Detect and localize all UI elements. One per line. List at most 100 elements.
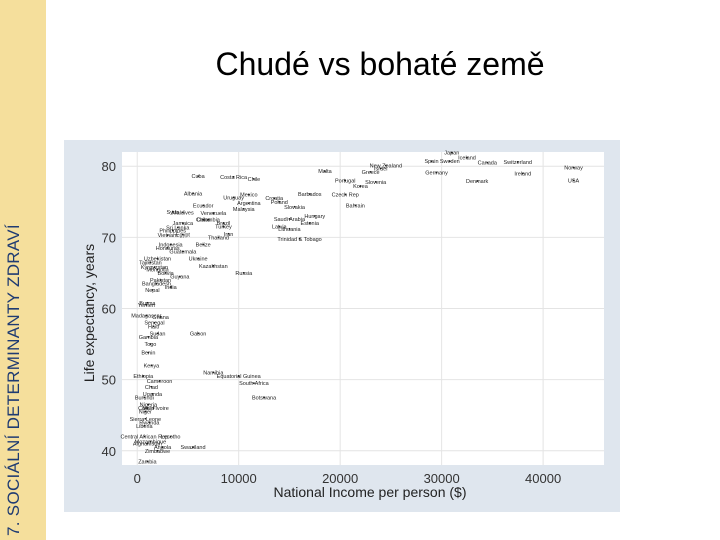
point-label: Haiti: [148, 324, 159, 330]
point-label: Ukraine: [189, 257, 208, 263]
point-marker: [149, 261, 152, 264]
point-marker: [156, 268, 159, 271]
point-label: Norway: [564, 166, 583, 172]
point-label: Ecuador: [193, 203, 214, 209]
point-label: Equatorial Guinea: [217, 374, 262, 380]
data-point: Yemen: [138, 303, 155, 309]
point-marker: [153, 266, 156, 269]
data-point: Haiti: [148, 324, 159, 330]
data-point: Ireland: [514, 171, 531, 177]
point-label: Estonia: [301, 221, 320, 227]
point-marker: [369, 171, 372, 173]
data-point: Mongolia: [146, 267, 169, 273]
point-label: Denmark: [466, 179, 489, 185]
point-label: Mozambique: [135, 440, 167, 446]
point-label: Afghanistan: [133, 442, 162, 448]
point-marker: [144, 410, 147, 413]
point-label: Argentina: [237, 201, 261, 207]
data-point: Belize: [196, 242, 211, 248]
y-tick-label: 80: [102, 159, 116, 174]
point-marker: [222, 222, 225, 225]
point-marker: [169, 435, 172, 438]
point-marker: [359, 185, 362, 188]
point-label: Mali: [142, 406, 152, 412]
point-label: Chad: [145, 385, 158, 391]
point-label: Burma: [139, 301, 156, 307]
point-label: Liberia: [136, 424, 153, 430]
scatter-chart: 40 50 60 70 80 0 10000 20000 30000 40000 JapanIc…: [81, 151, 604, 500]
point-marker: [156, 332, 159, 335]
data-point: Gabon: [190, 331, 207, 337]
point-label: Croatia: [265, 196, 284, 202]
sidebar-band: [0, 0, 46, 540]
data-point: Ethiopia: [133, 374, 154, 380]
point-marker: [379, 167, 382, 170]
data-point: Iceland: [458, 156, 476, 162]
point-marker: [144, 417, 147, 420]
data-point: Liberia: [136, 424, 153, 430]
data-point: Ghana: [152, 315, 169, 321]
point-label: Gabon: [190, 331, 207, 337]
data-point: Cuba: [192, 174, 206, 180]
point-label: Sweden: [440, 159, 460, 165]
point-marker: [197, 175, 200, 178]
point-marker: [155, 282, 158, 285]
slide-title: Chudé vs bohaté země: [215, 46, 545, 82]
point-label: Israel: [374, 166, 387, 172]
point-label: New Zealand: [370, 164, 402, 170]
point-marker: [521, 172, 524, 175]
data-point: Sweden: [440, 159, 460, 165]
point-marker: [146, 407, 149, 409]
point-marker: [242, 208, 245, 210]
point-marker: [171, 229, 174, 232]
data-point: Ukraine: [189, 257, 208, 263]
data-point: USA: [568, 178, 580, 184]
point-label: Thailand: [208, 235, 229, 241]
point-marker: [207, 218, 210, 221]
point-label: USA: [568, 178, 580, 184]
point-label: Botswana: [252, 395, 277, 401]
data-point: Egypt: [176, 233, 191, 239]
point-marker: [273, 197, 276, 200]
data-point: Cote d'Ivoire: [138, 406, 169, 412]
data-point: Bolivia: [158, 271, 175, 277]
point-label: Turkey: [215, 225, 232, 231]
data-point: South Africa: [239, 381, 270, 387]
point-label: Philippines: [159, 228, 186, 234]
data-point: Russia: [235, 271, 253, 277]
point-label: Vietnam: [158, 233, 178, 239]
data-point: Sudan: [150, 331, 166, 337]
point-marker: [169, 286, 172, 289]
point-marker: [145, 304, 148, 306]
point-label: Trinidad & Tobago: [277, 237, 321, 243]
point-label: Canada: [478, 161, 498, 167]
data-point: Norway: [564, 166, 583, 172]
point-label: Namibia: [203, 371, 224, 377]
point-marker: [572, 166, 575, 169]
point-marker: [197, 257, 200, 260]
data-point: New Zealand: [370, 164, 402, 170]
data-point: Venezuela: [200, 211, 227, 217]
point-marker: [253, 178, 255, 180]
point-label: Kenya: [144, 363, 161, 369]
point-label: Japan: [444, 151, 459, 157]
point-label: Spain: [424, 159, 438, 165]
point-marker: [298, 237, 301, 240]
data-point: Uzbekistan: [144, 257, 171, 263]
point-marker: [202, 204, 205, 207]
x-tick-label: 0: [134, 471, 141, 486]
point-label: Belize: [196, 242, 211, 248]
point-label: South Africa: [239, 381, 270, 387]
point-label: Syria: [166, 210, 179, 216]
point-label: Guyana: [170, 274, 190, 280]
data-point: Zambia: [138, 459, 157, 465]
y-tick-label: 50: [102, 373, 116, 388]
point-label: Jamaica: [173, 221, 194, 227]
point-marker: [197, 332, 200, 335]
point-marker: [150, 385, 153, 388]
point-label: Barbados: [298, 192, 322, 198]
data-point: Korea: [353, 184, 369, 190]
point-marker: [278, 225, 281, 228]
point-marker: [293, 205, 296, 208]
point-label: Uruguay: [223, 196, 244, 202]
